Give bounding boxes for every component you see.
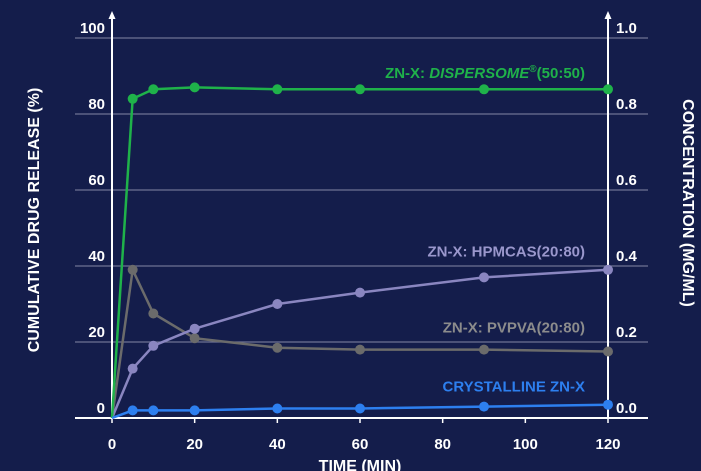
data-point bbox=[272, 84, 283, 95]
data-point bbox=[355, 84, 365, 95]
series-layer bbox=[110, 82, 613, 420]
series-label: ZN-X: DISPERSOME®(50:50) bbox=[385, 64, 585, 82]
data-point bbox=[189, 323, 200, 334]
data-point bbox=[127, 363, 138, 374]
data-point bbox=[479, 272, 489, 283]
y-tick-label-right: 0.2 bbox=[616, 324, 637, 341]
data-point bbox=[479, 401, 489, 412]
data-point bbox=[355, 287, 365, 298]
y-tick-label-right: 0.6 bbox=[616, 172, 637, 189]
data-point bbox=[603, 399, 613, 410]
series-label: CRYSTALLINE ZN-X bbox=[443, 378, 586, 395]
data-point bbox=[479, 344, 489, 355]
y-axis-arrow-left bbox=[108, 11, 116, 19]
data-point bbox=[355, 344, 365, 355]
series-labels: ZN-X: DISPERSOME®(50:50) ZN-X: HPMCAS(20:… bbox=[385, 64, 586, 395]
data-point bbox=[272, 403, 283, 414]
x-axis-title: TIME (MIN) bbox=[319, 458, 402, 471]
data-point bbox=[127, 264, 138, 275]
y-tick-label-left: 80 bbox=[88, 96, 105, 113]
data-point bbox=[479, 84, 489, 95]
y-tick-label-left: 20 bbox=[88, 324, 105, 341]
data-point bbox=[272, 342, 283, 353]
data-point bbox=[148, 84, 159, 95]
data-point bbox=[603, 346, 613, 357]
data-point bbox=[272, 299, 283, 309]
axes: 0 20 40 60 80 100 0.0 0.2 0.4 0.6 0.8 1.0 0 20 40 60 80 1… bbox=[75, 11, 648, 453]
series-line bbox=[110, 268, 609, 419]
y-tick-label-right: 0.0 bbox=[616, 400, 637, 417]
y-tick-label-right: 1.0 bbox=[616, 20, 637, 37]
y-axis-title-left: CUMULATIVE DRUG RELEASE (%) bbox=[26, 88, 43, 353]
y-tick-label-left: 0 bbox=[97, 400, 105, 417]
data-point bbox=[189, 333, 200, 344]
data-point bbox=[127, 93, 138, 104]
gridlines bbox=[75, 37, 648, 419]
x-tick-label: 120 bbox=[595, 436, 620, 453]
data-point bbox=[603, 264, 613, 275]
y-tick-label-right: 0.8 bbox=[616, 96, 637, 113]
y-axis-title-right: CONCENTRATION (MG/ML) bbox=[679, 99, 696, 307]
series-label: ZN-X: PVPVA(20:80) bbox=[443, 320, 585, 337]
y-tick-label-right: 0.4 bbox=[616, 248, 638, 265]
x-tick-label: 0 bbox=[108, 436, 116, 453]
data-point bbox=[355, 403, 365, 414]
data-point bbox=[127, 405, 138, 416]
data-point bbox=[603, 84, 613, 95]
x-tick-label: 80 bbox=[434, 436, 451, 453]
data-point bbox=[148, 405, 159, 416]
data-point bbox=[148, 308, 159, 319]
series-line bbox=[110, 268, 609, 419]
y-tick-label-left: 100 bbox=[80, 20, 105, 37]
x-tick-label: 40 bbox=[269, 436, 286, 453]
x-tick-label: 60 bbox=[352, 436, 369, 453]
series-label: ZN-X: HPMCAS(20:80) bbox=[427, 244, 585, 261]
x-tick-label: 100 bbox=[513, 436, 538, 453]
data-point bbox=[189, 82, 200, 93]
y-tick-label-left: 60 bbox=[88, 172, 105, 189]
x-tick-label: 20 bbox=[186, 436, 203, 453]
y-axis-arrow-right bbox=[604, 11, 612, 19]
data-point bbox=[189, 405, 200, 416]
y-tick-label-left: 40 bbox=[88, 248, 105, 265]
data-point bbox=[148, 340, 159, 351]
